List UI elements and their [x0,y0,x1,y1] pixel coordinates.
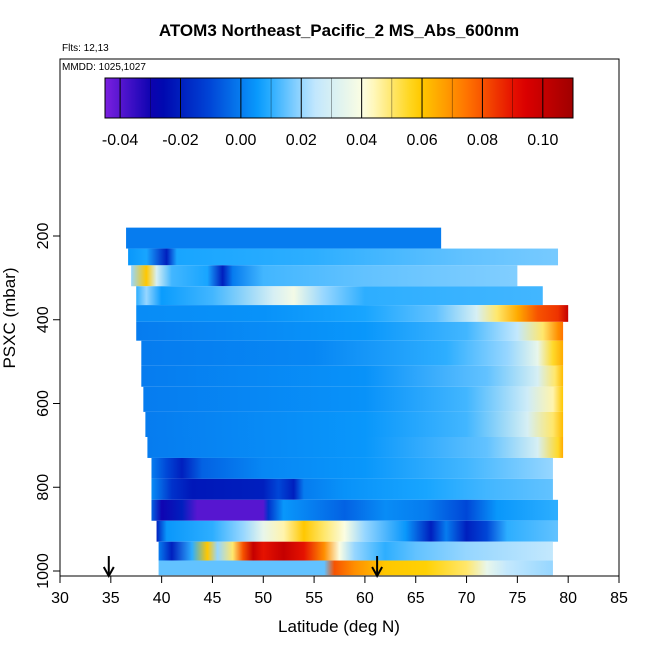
x-tick-label: 45 [204,590,222,607]
chart-title: ATOM3 Northeast_Pacific_2 MS_Abs_600nm [159,21,519,40]
heatmap-layer [141,365,564,387]
heatmap-layer [147,437,564,458]
heatmap-layer [143,386,564,412]
x-tick-label: 70 [458,590,476,607]
x-tick-label: 35 [102,590,120,607]
colorbar-tick-label: 0.10 [527,132,558,149]
colorbar-tick-label: 0.00 [225,132,256,149]
colorbar [104,77,574,119]
x-tick-label: 30 [51,590,69,607]
x-tick-label: 55 [305,590,323,607]
heatmap-layer [128,248,559,266]
x-axis: 30 35 40 45 50 55 60 65 70 75 80 85 [51,576,628,607]
heatmap-layer [136,305,569,322]
x-tick-label: 65 [407,590,425,607]
colorbar-tick-label: 0.06 [406,132,437,149]
colorbar-ramp [104,77,574,119]
y-axis-label: PSXC (mbar) [0,267,19,368]
date-note: MMDD: 1025,1027 [62,62,146,73]
heatmap-layer [151,457,553,479]
plot-frame [59,58,620,577]
colorbar-tick-label: 0.02 [286,132,317,149]
heatmap-layer [136,321,564,341]
x-axis-label: Latitude (deg N) [278,617,400,636]
heatmap-layer [141,340,564,366]
heatmap-layer [131,265,518,287]
heatmap-layer [156,520,559,542]
x-tick-label: 85 [610,590,628,607]
y-tick-label: 1000 [35,553,52,589]
y-axis: 200 400 600 800 1000 [35,223,60,589]
x-tick-label: 50 [254,590,272,607]
y-tick-label: 200 [35,223,52,250]
heatmap-layer [126,227,442,249]
heatmap-layer [151,478,553,500]
heatmap-layers [126,227,569,576]
colorbar-tick-label: 0.08 [467,132,498,149]
heatmap-layer [158,560,553,576]
heatmap-layer [158,541,553,561]
colorbar-tick-label: -0.04 [102,132,139,149]
heatmap-layer [145,411,564,437]
x-tick-label: 60 [356,590,374,607]
colorbar-ticks: -0.04 -0.02 0.00 0.02 0.04 0.06 0.08 0.10 [102,78,558,149]
x-tick-label: 40 [153,590,171,607]
y-tick-label: 600 [35,390,52,417]
colorbar-tick-label: -0.02 [162,132,199,149]
heatmap-layer [151,499,559,521]
y-tick-label: 800 [35,474,52,501]
heatmap-layer [136,286,543,306]
colorbar-tick-label: 0.04 [346,132,377,149]
flights-note: Flts: 12,13 [62,43,109,54]
x-tick-label: 80 [559,590,577,607]
x-tick-label: 75 [508,590,526,607]
y-tick-label: 400 [35,306,52,333]
